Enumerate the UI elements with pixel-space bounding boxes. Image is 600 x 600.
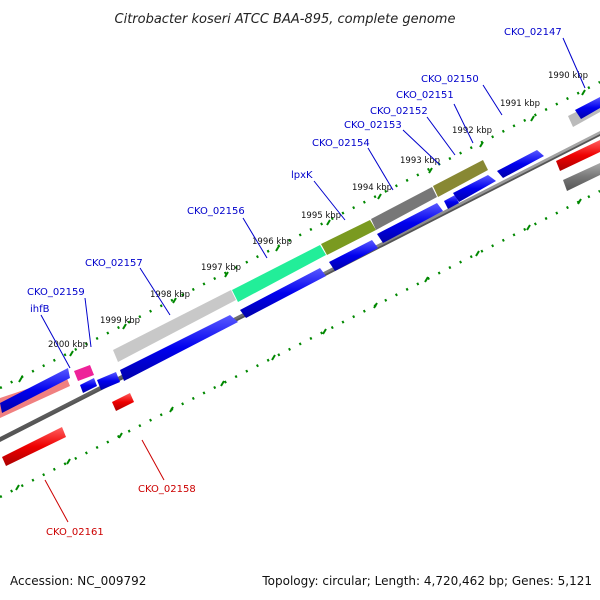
gene-label-cko-02159: CKO_02159 (27, 287, 85, 298)
gene-label-lpxk: lpxK (291, 170, 313, 181)
kbp-label: 1999 kbp (100, 316, 140, 326)
kbp-label: 1992 kbp (452, 126, 492, 136)
kbp-label: 1993 kbp (400, 156, 440, 166)
kbp-label: 1990 kbp (548, 71, 588, 81)
kbp-label: 1995 kbp (301, 211, 341, 221)
kbp-label: 2000 kbp (48, 340, 88, 350)
gene-label-cko-02152: CKO_02152 (370, 106, 428, 117)
gene-label-cko-02161: CKO_02161 (46, 527, 104, 538)
kbp-label: 1994 kbp (352, 183, 392, 193)
gene-block-reverse-gray (563, 163, 600, 191)
upper-tick-track (0, 80, 600, 390)
gene-label-cko-02147: CKO_02147 (504, 27, 562, 38)
forward-cds-arrows (0, 97, 600, 413)
major-ticks (15, 89, 586, 491)
gene-label-cko-02158: CKO_02158 (138, 484, 196, 495)
gene-label-cko-02156: CKO_02156 (187, 206, 245, 217)
kbp-label: 1998 kbp (150, 290, 190, 300)
gene-block-ihfb (74, 365, 94, 381)
gene-label-cko-02157: CKO_02157 (85, 258, 143, 269)
kbp-label: 1996 kbp (252, 237, 292, 247)
accession-text: Accession: NC_009792 (10, 574, 146, 588)
gene-block-lpxk (321, 220, 376, 255)
gene-label-cko-02154: CKO_02154 (312, 138, 370, 149)
gene-label-cko-02151: CKO_02151 (396, 90, 454, 101)
gene-label-cko-02153: CKO_02153 (344, 120, 402, 131)
gene-feature-blocks (0, 98, 600, 418)
reverse-cds-arrows (2, 140, 600, 466)
map-title: Citrobacter koseri ATCC BAA-895, complet… (115, 12, 456, 27)
reverse-callout-lines (44, 439, 165, 523)
gene-block-cko-02156 (232, 245, 326, 302)
topology-text: Topology: circular; Length: 4,720,462 bp… (261, 574, 592, 588)
kbp-label: 1991 kbp (500, 99, 540, 109)
gene-block-cko-02154 (371, 187, 437, 230)
gene-callout-lines (40, 37, 586, 369)
kbp-label: 1997 kbp (201, 263, 241, 273)
gene-block-cko-02157 (113, 290, 236, 362)
gene-label-ihfb: ihfB (30, 304, 50, 315)
lower-tick-track (0, 189, 600, 499)
gene-label-cko-02150: CKO_02150 (421, 74, 479, 85)
gene-block-cko-02152 (433, 160, 488, 197)
